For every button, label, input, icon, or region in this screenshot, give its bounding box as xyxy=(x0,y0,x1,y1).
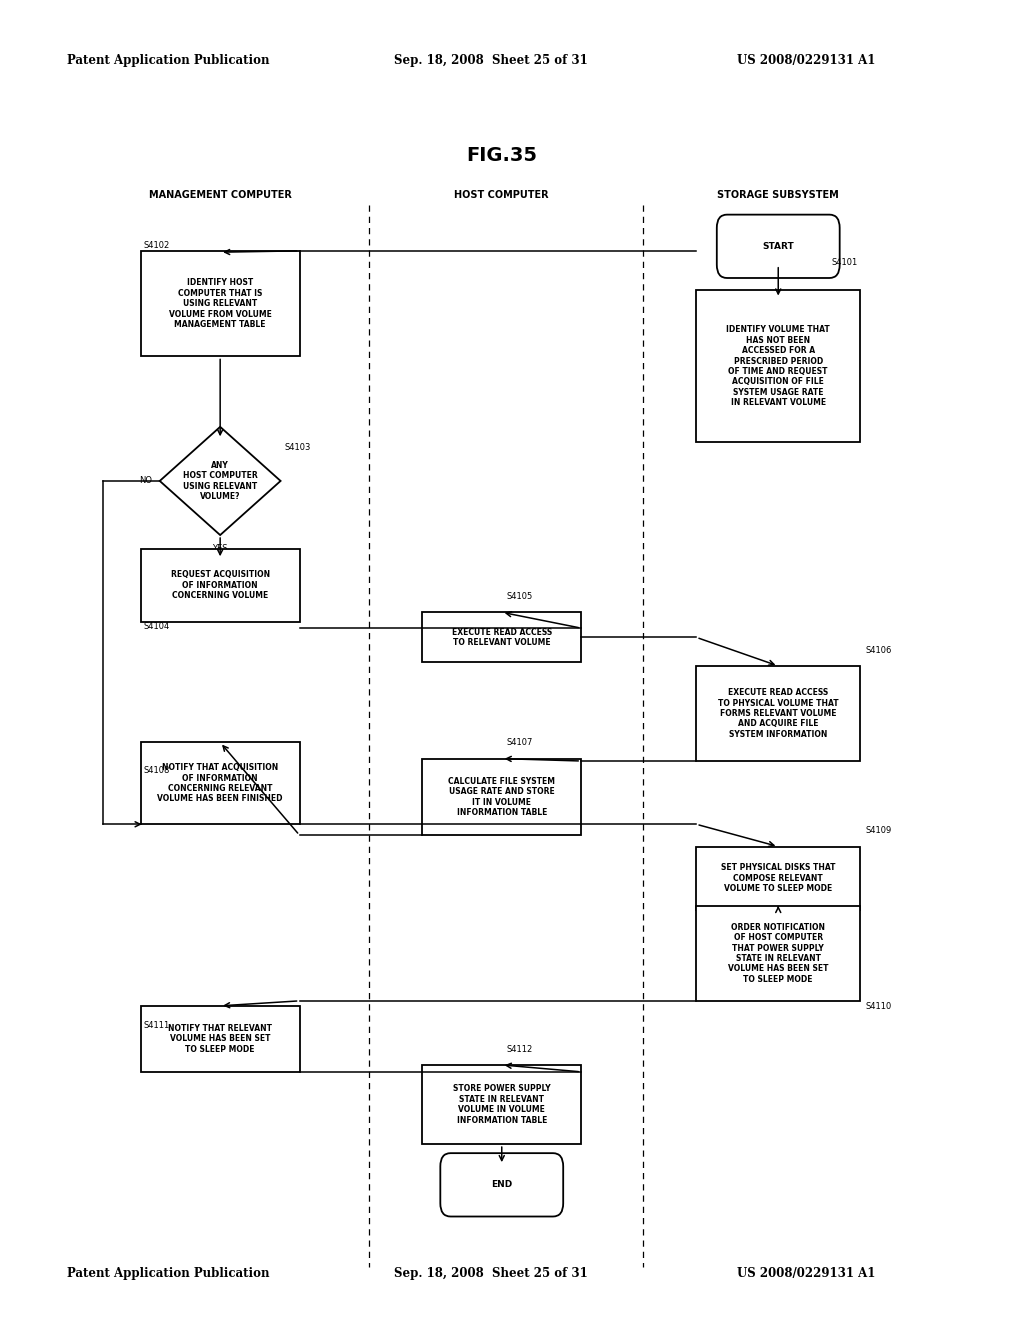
FancyBboxPatch shape xyxy=(422,759,582,836)
FancyBboxPatch shape xyxy=(696,290,860,442)
Text: S4105: S4105 xyxy=(507,591,534,601)
Text: S4106: S4106 xyxy=(865,645,892,655)
FancyBboxPatch shape xyxy=(141,742,299,824)
Text: EXECUTE READ ACCESS
TO PHYSICAL VOLUME THAT
FORMS RELEVANT VOLUME
AND ACQUIRE FI: EXECUTE READ ACCESS TO PHYSICAL VOLUME T… xyxy=(718,688,839,739)
Text: S4103: S4103 xyxy=(285,444,311,453)
Text: NOTIFY THAT RELEVANT
VOLUME HAS BEEN SET
TO SLEEP MODE: NOTIFY THAT RELEVANT VOLUME HAS BEEN SET… xyxy=(168,1024,272,1053)
Text: END: END xyxy=(492,1180,512,1189)
Text: FIG.35: FIG.35 xyxy=(466,147,538,165)
Text: US 2008/0229131 A1: US 2008/0229131 A1 xyxy=(737,1267,876,1280)
Text: SET PHYSICAL DISKS THAT
COMPOSE RELEVANT
VOLUME TO SLEEP MODE: SET PHYSICAL DISKS THAT COMPOSE RELEVANT… xyxy=(721,863,836,894)
Text: S4108: S4108 xyxy=(143,766,170,775)
Text: S4104: S4104 xyxy=(143,622,170,631)
Text: STORE POWER SUPPLY
STATE IN RELEVANT
VOLUME IN VOLUME
INFORMATION TABLE: STORE POWER SUPPLY STATE IN RELEVANT VOL… xyxy=(453,1085,551,1125)
FancyBboxPatch shape xyxy=(717,215,840,279)
Text: S4111: S4111 xyxy=(143,1022,170,1030)
Text: CALCULATE FILE SYSTEM
USAGE RATE AND STORE
IT IN VOLUME
INFORMATION TABLE: CALCULATE FILE SYSTEM USAGE RATE AND STO… xyxy=(449,776,555,817)
Text: S4110: S4110 xyxy=(865,1002,892,1011)
Text: NOTIFY THAT ACQUISITION
OF INFORMATION
CONCERNING RELEVANT
VOLUME HAS BEEN FINIS: NOTIFY THAT ACQUISITION OF INFORMATION C… xyxy=(158,763,283,804)
Text: Patent Application Publication: Patent Application Publication xyxy=(67,54,269,67)
Text: Sep. 18, 2008  Sheet 25 of 31: Sep. 18, 2008 Sheet 25 of 31 xyxy=(394,54,588,67)
Text: S4101: S4101 xyxy=(831,257,858,267)
Polygon shape xyxy=(160,426,281,535)
Text: S4112: S4112 xyxy=(507,1044,534,1053)
Text: ORDER NOTIFICATION
OF HOST COMPUTER
THAT POWER SUPPLY
STATE IN RELEVANT
VOLUME H: ORDER NOTIFICATION OF HOST COMPUTER THAT… xyxy=(728,923,828,983)
Text: IDENTIFY HOST
COMPUTER THAT IS
USING RELEVANT
VOLUME FROM VOLUME
MANAGEMENT TABL: IDENTIFY HOST COMPUTER THAT IS USING REL… xyxy=(169,279,271,329)
FancyBboxPatch shape xyxy=(141,549,299,622)
Text: S4102: S4102 xyxy=(143,242,170,249)
Text: STORAGE SUBSYSTEM: STORAGE SUBSYSTEM xyxy=(718,190,839,201)
Text: EXECUTE READ ACCESS
TO RELEVANT VOLUME: EXECUTE READ ACCESS TO RELEVANT VOLUME xyxy=(452,628,552,647)
Text: Patent Application Publication: Patent Application Publication xyxy=(67,1267,269,1280)
FancyBboxPatch shape xyxy=(440,1154,563,1217)
Text: HOST COMPUTER: HOST COMPUTER xyxy=(455,190,549,201)
FancyBboxPatch shape xyxy=(422,612,582,663)
Text: NO: NO xyxy=(139,477,153,486)
Text: Sep. 18, 2008  Sheet 25 of 31: Sep. 18, 2008 Sheet 25 of 31 xyxy=(394,1267,588,1280)
Text: S4109: S4109 xyxy=(865,826,892,836)
FancyBboxPatch shape xyxy=(696,667,860,762)
Text: START: START xyxy=(762,242,795,251)
FancyBboxPatch shape xyxy=(422,1065,582,1144)
Text: MANAGEMENT COMPUTER: MANAGEMENT COMPUTER xyxy=(148,190,292,201)
FancyBboxPatch shape xyxy=(696,906,860,1001)
FancyBboxPatch shape xyxy=(141,251,299,356)
Text: ANY
HOST COMPUTER
USING RELEVANT
VOLUME?: ANY HOST COMPUTER USING RELEVANT VOLUME? xyxy=(183,461,257,502)
FancyBboxPatch shape xyxy=(141,1006,299,1072)
Text: US 2008/0229131 A1: US 2008/0229131 A1 xyxy=(737,54,876,67)
Text: YES: YES xyxy=(212,544,228,553)
Text: REQUEST ACQUISITION
OF INFORMATION
CONCERNING VOLUME: REQUEST ACQUISITION OF INFORMATION CONCE… xyxy=(171,570,269,601)
Text: S4107: S4107 xyxy=(507,738,534,747)
Text: IDENTIFY VOLUME THAT
HAS NOT BEEN
ACCESSED FOR A
PRESCRIBED PERIOD
OF TIME AND R: IDENTIFY VOLUME THAT HAS NOT BEEN ACCESS… xyxy=(726,325,830,407)
FancyBboxPatch shape xyxy=(696,846,860,909)
